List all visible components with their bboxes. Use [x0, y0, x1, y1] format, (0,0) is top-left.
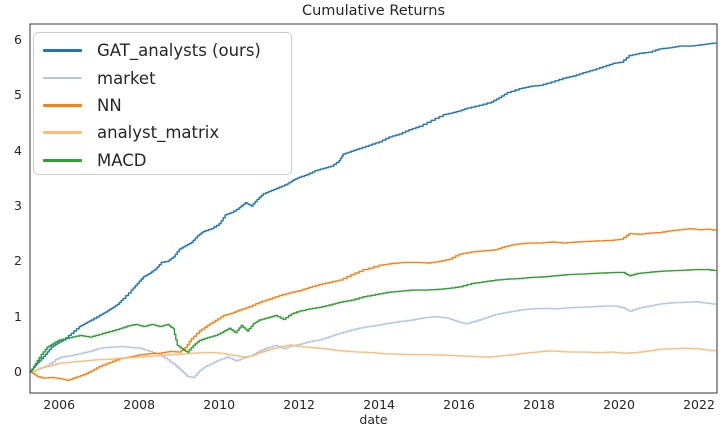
axes-frame [29, 23, 718, 394]
legend-label: NN [97, 95, 122, 115]
x-tick-label: 2018 [523, 397, 555, 412]
x-tick-label: 2006 [43, 397, 76, 412]
x-tick-label: 2010 [203, 397, 236, 412]
x-tick-label: 2012 [283, 397, 316, 412]
legend-item-analyst-matrix: analyst_matrix [34, 119, 291, 146]
legend-line-swatch [43, 49, 82, 53]
x-axis-label: date [359, 412, 388, 427]
chart-title: Cumulative Returns [301, 3, 446, 19]
series-line-macd [30, 268, 717, 373]
legend-line-swatch [43, 104, 82, 107]
x-tick-label: 2020 [603, 397, 635, 412]
legend: GAT_analysts (ours) market NN analyst_matri… [33, 32, 292, 175]
y-tick-label: 5 [14, 87, 22, 103]
y-tick-label: 0 [14, 363, 22, 379]
x-tick-label: 2008 [123, 397, 156, 412]
legend-label: market [97, 68, 156, 88]
y-tick-label: 6 [14, 32, 22, 48]
y-tick-label: 2 [14, 253, 22, 269]
series-line-analyst-matrix [30, 344, 717, 373]
legend-line-swatch [43, 131, 82, 135]
legend-label: MACD [97, 150, 147, 170]
y-tick-label: 1 [14, 308, 22, 324]
x-tick-label: 2014 [363, 397, 395, 412]
series-line-market [30, 301, 717, 379]
legend-item-market: market [34, 64, 291, 91]
series-line-gat-analysts-ours- [30, 42, 717, 372]
legend-item-gat-analysts-ours-: GAT_analysts (ours) [34, 37, 291, 64]
legend-item-macd: MACD [34, 147, 291, 174]
x-tick-label: 2016 [443, 397, 475, 412]
y-tick-label: 3 [14, 198, 22, 213]
x-tick-label: 2022 [683, 397, 715, 412]
legend-label: GAT_analysts (ours) [97, 41, 261, 61]
legend-line-swatch [43, 158, 82, 162]
y-tick-label: 4 [14, 142, 22, 158]
legend-label: analyst_matrix [97, 123, 220, 143]
legend-item-nn: NN [34, 92, 291, 119]
legend-line-swatch [43, 76, 82, 80]
